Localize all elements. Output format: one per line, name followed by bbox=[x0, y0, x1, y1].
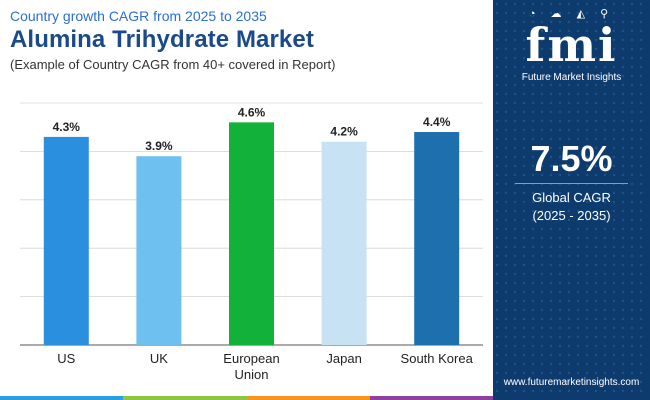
category-label: US bbox=[57, 351, 75, 366]
data-label: 4.3% bbox=[53, 120, 81, 134]
chart-subtitle: Country growth CAGR from 2025 to 2035 bbox=[10, 8, 267, 24]
bar bbox=[43, 136, 89, 345]
category-label: Japan bbox=[326, 351, 361, 366]
data-label: 4.2% bbox=[330, 125, 358, 139]
global-cagr-label: Global CAGR bbox=[532, 190, 611, 205]
bar bbox=[321, 141, 367, 345]
global-cagr-range: (2025 - 2035) bbox=[532, 208, 611, 223]
category-label: UK bbox=[150, 351, 168, 366]
data-label: 3.9% bbox=[145, 139, 173, 153]
chart-title: Alumina Trihydrate Market bbox=[10, 26, 314, 53]
brand-name: Future Market Insights bbox=[521, 72, 622, 83]
bottom-bar-segment bbox=[123, 396, 247, 400]
bar bbox=[229, 122, 274, 345]
summary-panel: ◔ ☁ ◭ ⚲ fmi Future Market Insights 7.5% … bbox=[493, 0, 650, 400]
bottom-bar-segment bbox=[369, 396, 493, 400]
global-cagr-value: 7.5% bbox=[530, 138, 613, 179]
chart-note: (Example of Country CAGR from 40+ covere… bbox=[10, 57, 336, 72]
data-label: 4.4% bbox=[423, 115, 451, 129]
logo-icons: ◔ ☁ ◭ ⚲ bbox=[528, 8, 615, 20]
bottom-bar-segment bbox=[246, 396, 370, 400]
bottom-color-bar bbox=[0, 396, 493, 400]
bar-chart: 4.3% US 3.9% UK 4.6% European Union 4.2% Japan 4.… bbox=[20, 102, 483, 382]
data-label: 4.6% bbox=[238, 105, 266, 119]
website-url: www.futuremarketinsights.com bbox=[503, 377, 640, 388]
bar bbox=[136, 156, 182, 345]
fmi-logo: ◔ ☁ ◭ ⚲ fmi Future Market Insights bbox=[493, 8, 650, 83]
divider bbox=[515, 183, 628, 184]
category-label: European Union bbox=[223, 351, 279, 382]
dot-pattern bbox=[495, 2, 643, 393]
bottom-bar-segment bbox=[0, 396, 124, 400]
logo-mark: fmi bbox=[525, 18, 618, 72]
category-label: South Korea bbox=[401, 351, 474, 366]
bar bbox=[414, 132, 460, 345]
